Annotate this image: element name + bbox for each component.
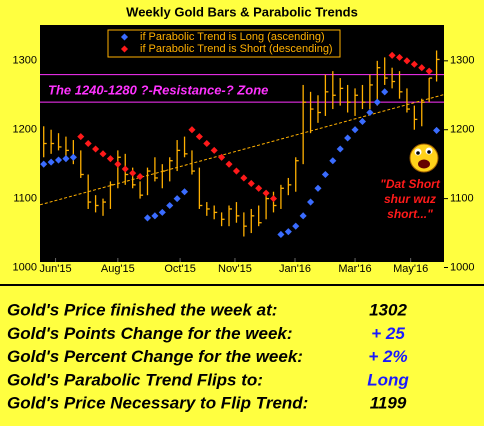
parabolic-dot [388, 51, 396, 59]
row-value: + 25 [371, 324, 405, 343]
parabolic-dot [136, 173, 144, 181]
legend-box [107, 29, 341, 58]
parabolic-dot [40, 160, 48, 168]
parabolic-dot [92, 145, 100, 153]
parabolic-dot [151, 212, 159, 220]
parabolic-dot [232, 167, 240, 175]
row-value: 1302 [369, 300, 407, 319]
x-tick-label: Aug'15 [101, 263, 135, 275]
parabolic-dot [240, 174, 248, 182]
parabolic-dot [292, 222, 300, 230]
row-label: Gold's Parabolic Trend Flips to: [7, 370, 263, 389]
parabolic-dot [203, 139, 211, 148]
parabolic-dot [403, 57, 411, 65]
parabolic-dot [99, 150, 107, 158]
parabolic-dot [188, 126, 196, 134]
parabolic-dot [195, 133, 203, 141]
parabolic-dot [121, 165, 129, 173]
row-value: + 2% [368, 347, 407, 366]
y-tick-label-right: 1000 [450, 261, 474, 273]
legend-label: if Parabolic Trend is Long (ascending) [140, 31, 325, 43]
parabolic-dot [143, 214, 152, 222]
row-label: Gold's Points Change for the week: [7, 324, 293, 343]
y-tick-label: 1200 [13, 124, 37, 136]
annotation: shur wuz [384, 192, 436, 206]
parabolic-dot [351, 126, 359, 134]
smiley [409, 143, 439, 173]
parabolic-dot [321, 170, 329, 179]
row-label: Gold's Percent Change for the week: [7, 347, 303, 366]
parabolic-dot [47, 158, 55, 166]
parabolic-dot [225, 160, 233, 168]
legend: if Parabolic Trend is Long (ascending)if… [107, 29, 341, 58]
parabolic-dot [129, 169, 137, 177]
parabolic-dot [381, 88, 389, 96]
parabolic-dot [62, 155, 70, 163]
parabolic-dot [173, 195, 181, 203]
parabolic-dot [218, 153, 226, 161]
parabolic-dot [69, 153, 77, 161]
plot-area [40, 25, 444, 262]
x-tick-label: Jan'16 [279, 263, 311, 275]
parabolic-dot [77, 133, 85, 141]
legend-label: if Parabolic Trend is Short (descending) [140, 43, 333, 55]
parabolic-dot [395, 53, 404, 61]
parabolic-dot [210, 146, 218, 154]
x-tick-label: Oct'15 [164, 263, 195, 275]
parabolic-dot [410, 60, 418, 68]
parabolic-dot [277, 230, 285, 238]
row-value: 1199 [370, 394, 407, 413]
parabolic-dot [284, 228, 292, 236]
parabolic-dot [373, 98, 381, 106]
y-tick-label: 1300 [13, 55, 37, 67]
parabolic-dot [307, 198, 315, 206]
y-tick-label-right: 1200 [450, 124, 474, 136]
y-tick-label-right: 1100 [450, 193, 474, 205]
annotation: short..." [387, 207, 433, 221]
row-value: Long [367, 370, 409, 389]
parabolic-dot [314, 184, 322, 192]
parabolic-dot [418, 64, 426, 72]
parabolic-dot [262, 189, 270, 197]
annotation: The 1240-1280 ?-Resistance-? Zone [48, 82, 268, 97]
parabolic-dot [166, 201, 174, 210]
parabolic-dot [344, 134, 352, 142]
parabolic-dot [247, 179, 255, 187]
parabolic-dot [114, 160, 122, 168]
parabolic-dot [336, 145, 344, 153]
row-label: Gold's Price finished the week at: [7, 300, 277, 319]
x-tick-label: Nov'15 [218, 263, 252, 275]
parabolic-dot [181, 188, 189, 196]
x-tick-label: May'16 [393, 263, 428, 275]
parabolic-dot [269, 195, 278, 203]
parabolic-dot [255, 184, 263, 192]
parabolic-dot [106, 155, 114, 163]
x-tick-label: Mar'16 [338, 263, 371, 275]
x-tick-label: Jun'15 [40, 263, 72, 275]
parabolic-dot [329, 157, 337, 165]
parabolic-dot [366, 108, 374, 117]
parabolic-dot [84, 139, 92, 148]
row-label: Gold's Price Necessary to Flip Trend: [7, 394, 308, 413]
parabolic-dot [433, 126, 441, 134]
y-tick-label: 1100 [13, 193, 37, 205]
y-tick-label: 1000 [13, 261, 37, 273]
chart-title: Weekly Gold Bars & Parabolic Trends [126, 4, 358, 19]
parabolic-dot [158, 208, 166, 216]
parabolic-dot [358, 117, 366, 125]
parabolic-dot [425, 67, 433, 75]
y-tick-label-right: 1300 [450, 55, 474, 67]
annotation: "Dat Short [380, 177, 441, 191]
parabolic-dot [54, 156, 63, 164]
parabolic-dot [299, 212, 307, 220]
